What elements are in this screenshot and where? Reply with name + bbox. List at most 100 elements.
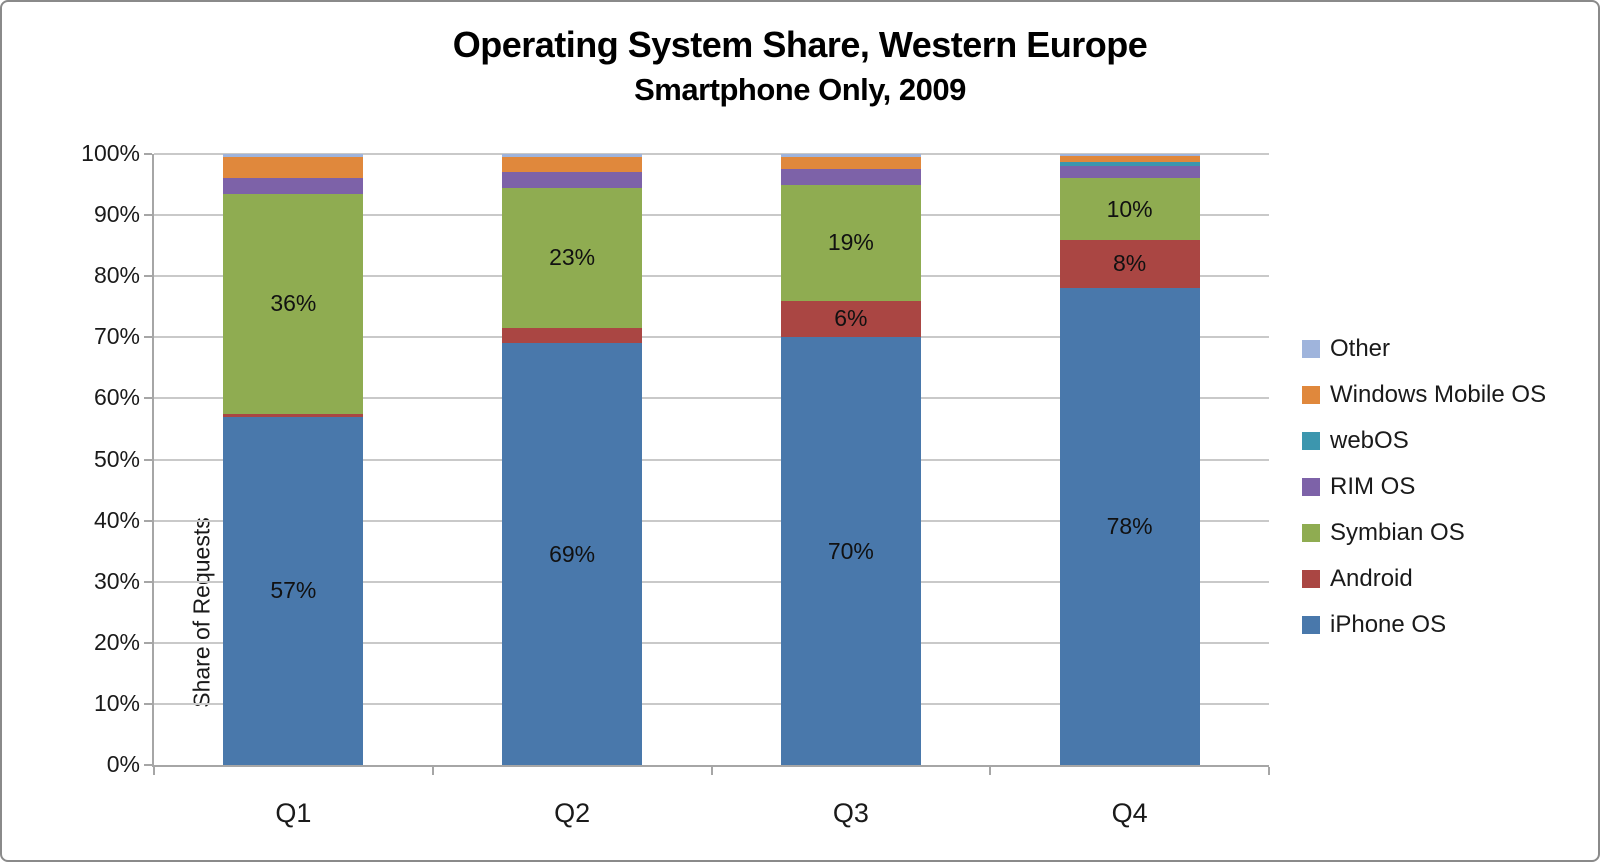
bar-value-label: 78% <box>1106 513 1153 540</box>
bar-segment-q4-windows-mobile-os <box>1059 155 1200 162</box>
legend-item-webos: webOS <box>1302 427 1546 454</box>
bar-segment-q4-webos <box>1059 161 1200 167</box>
y-axis-tick-70 <box>144 336 152 339</box>
legend-label: webOS <box>1330 426 1409 454</box>
legend-label: iPhone OS <box>1330 610 1447 638</box>
y-axis-tick-0 <box>144 764 152 766</box>
plot-area: Share of Requests 0% 10% 20% 30% 40% 50% 60% 70… <box>81 140 1270 828</box>
x-axis-tick-4 <box>1268 767 1270 775</box>
stacked-bar-q1: 57% 36% <box>223 154 364 765</box>
legend-label: Android <box>1330 564 1413 592</box>
bar-segment-q2-rim-os <box>502 172 643 188</box>
bar-segment-q2-symbian-os: 23% <box>502 187 643 329</box>
bar-segment-q4-symbian-os: 10% <box>1059 178 1200 240</box>
bar-segment-q1-rim-os <box>223 178 364 194</box>
legend-item-other: Other <box>1302 335 1546 362</box>
bar-value-label: 23% <box>549 244 596 271</box>
y-tick-label-50: 50% <box>93 445 140 472</box>
legend-swatch-icon <box>1302 477 1320 496</box>
legend-label: Windows Mobile OS <box>1330 380 1547 408</box>
y-tick-label-10: 10% <box>93 689 140 716</box>
y-axis-tick-60 <box>144 397 152 400</box>
bar-value-label: 36% <box>270 290 317 317</box>
y-tick-label-80: 80% <box>93 262 140 289</box>
gridline-80 <box>154 275 1269 278</box>
legend-label: Other <box>1330 334 1391 362</box>
y-tick-label-90: 90% <box>93 201 140 228</box>
legend-swatch-icon <box>1302 431 1320 450</box>
y-axis-tick-80 <box>144 275 152 278</box>
y-axis-tick-90 <box>144 214 152 217</box>
x-axis-tick-0 <box>153 767 155 775</box>
y-tick-label-0: 0% <box>106 751 140 777</box>
chart-subtitle: Smartphone Only, 2009 <box>634 71 966 107</box>
x-axis-tick-1 <box>431 767 434 775</box>
bar-segment-q3-rim-os <box>780 169 921 185</box>
y-tick-label-20: 20% <box>93 628 140 655</box>
legend-swatch-icon <box>1302 385 1320 404</box>
y-axis-title: Share of Requests <box>188 517 215 708</box>
y-axis-tick-100 <box>144 153 152 155</box>
bar-segment-q4-rim-os <box>1059 166 1200 179</box>
bar-segment-q1-symbian-os: 36% <box>223 193 364 414</box>
bar-value-label: 19% <box>827 229 874 256</box>
legend-swatch-icon <box>1302 569 1320 588</box>
y-axis-tick-20 <box>144 641 152 644</box>
gridline-60 <box>154 397 1269 400</box>
legend-swatch-icon <box>1302 615 1320 634</box>
legend-swatch-icon <box>1302 339 1320 358</box>
chart-title-block: Operating System Share, Western Europe S… <box>2 22 1598 111</box>
gridline-30 <box>154 580 1269 583</box>
bar-segment-q3-iphone-os: 70% <box>780 337 921 765</box>
legend-swatch-icon <box>1302 523 1320 542</box>
y-axis-tick-30 <box>144 580 152 583</box>
bar-segment-q4-iphone-os: 78% <box>1059 288 1200 765</box>
y-tick-label-40: 40% <box>93 506 140 533</box>
legend-item-windows-mobile-os: Windows Mobile OS <box>1302 381 1546 408</box>
x-axis-label-q1: Q1 <box>275 798 312 828</box>
bar-segment-q1-windows-mobile-os <box>223 157 364 179</box>
bar-value-label: 69% <box>549 540 596 567</box>
bar-segment-q3-symbian-os: 19% <box>780 184 921 301</box>
bar-segment-q2-windows-mobile-os <box>502 157 643 173</box>
gridline-50 <box>154 458 1269 461</box>
gridline-20 <box>154 641 1269 644</box>
x-axis-tick-2 <box>710 767 713 775</box>
bar-segment-q4-android: 8% <box>1059 239 1200 289</box>
bar-value-label: 8% <box>1113 250 1147 277</box>
chart-title: Operating System Share, Western Europe <box>452 24 1148 65</box>
y-tick-label-100: 100% <box>81 140 140 166</box>
gridline-90 <box>154 214 1269 217</box>
bar-segment-q3-android: 6% <box>780 300 921 338</box>
gridline-10 <box>154 702 1269 705</box>
bar-segment-q3-other <box>780 154 921 158</box>
x-axis-label-q3: Q3 <box>832 798 869 828</box>
bar-segment-q2-other <box>502 154 643 158</box>
legend-label: RIM OS <box>1330 472 1416 500</box>
bar-segment-q1-other <box>223 154 364 158</box>
y-tick-label-60: 60% <box>93 384 140 411</box>
x-axis-label-q4: Q4 <box>1111 798 1148 828</box>
y-axis-tick-10 <box>144 702 152 705</box>
legend-item-iphone-os: iPhone OS <box>1302 611 1546 638</box>
y-axis-tick-40 <box>144 519 152 522</box>
y-tick-label-30: 30% <box>93 567 140 594</box>
x-axis-label-q2: Q2 <box>554 798 591 828</box>
bar-segment-q1-android <box>223 413 364 417</box>
bar-segment-q1-iphone-os: 57% <box>223 416 364 765</box>
gridline-40 <box>154 519 1269 522</box>
stacked-bar-q4: 78% 8% 10% <box>1059 154 1200 765</box>
bar-segment-q2-iphone-os: 69% <box>502 343 643 765</box>
legend-item-symbian-os: Symbian OS <box>1302 519 1546 546</box>
bar-value-label: 10% <box>1106 195 1153 222</box>
y-axis-tick-50 <box>144 458 152 461</box>
x-axis-tick-3 <box>989 767 992 775</box>
gridline-100 <box>154 153 1269 155</box>
legend-item-rim-os: RIM OS <box>1302 473 1546 500</box>
legend: Other Windows Mobile OS webOS RIM OS Symbian… <box>1302 335 1546 657</box>
gridline-70 <box>154 336 1269 339</box>
legend-item-android: Android <box>1302 565 1546 592</box>
stacked-bar-q2: 69% 23% <box>502 154 643 765</box>
bar-segment-q3-windows-mobile-os <box>780 157 921 170</box>
